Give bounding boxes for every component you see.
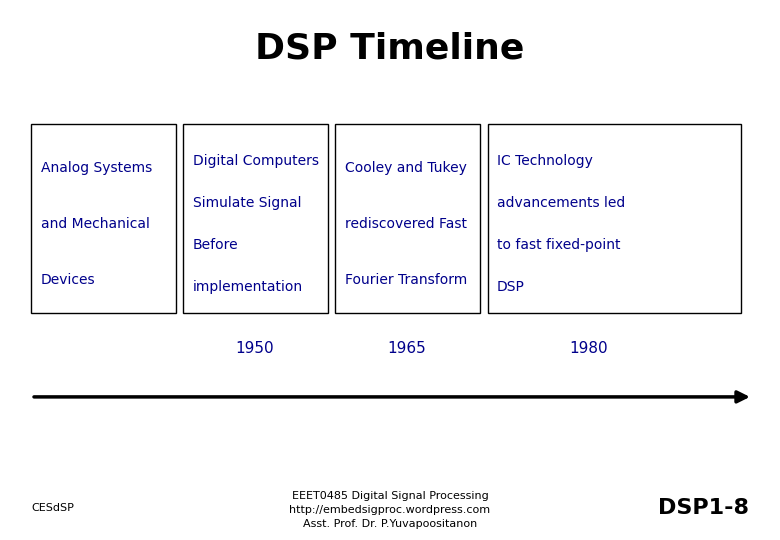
Text: 1980: 1980 [569, 341, 608, 356]
Text: Simulate Signal: Simulate Signal [193, 196, 301, 210]
Text: to fast fixed-point: to fast fixed-point [497, 238, 620, 252]
Text: Cooley and Tukey: Cooley and Tukey [345, 161, 466, 176]
Text: rediscovered Fast: rediscovered Fast [345, 217, 466, 231]
Bar [31, 124, 176, 313]
Text: 1950: 1950 [236, 341, 275, 356]
Text: Digital Computers: Digital Computers [193, 154, 319, 168]
Bar [335, 124, 480, 313]
Bar [183, 124, 328, 313]
Text: and Mechanical: and Mechanical [41, 217, 150, 231]
Text: DSP1-8: DSP1-8 [658, 497, 749, 518]
Text: Devices: Devices [41, 273, 95, 287]
Bar [488, 124, 741, 313]
Text: Analog Systems: Analog Systems [41, 161, 152, 176]
Text: CESdSP: CESdSP [31, 503, 74, 512]
Text: DSP Timeline: DSP Timeline [255, 32, 525, 65]
Text: implementation: implementation [193, 280, 303, 294]
Text: DSP: DSP [497, 280, 525, 294]
Text: advancements led: advancements led [497, 196, 625, 210]
Text: Before: Before [193, 238, 238, 252]
Text: 1965: 1965 [388, 341, 427, 356]
Text: Fourier Transform: Fourier Transform [345, 273, 467, 287]
Text: IC Technology: IC Technology [497, 154, 593, 168]
Text: EEET0485 Digital Signal Processing
http://embedsigproc.wordpress.com
Asst. Prof.: EEET0485 Digital Signal Processing http:… [289, 491, 491, 529]
